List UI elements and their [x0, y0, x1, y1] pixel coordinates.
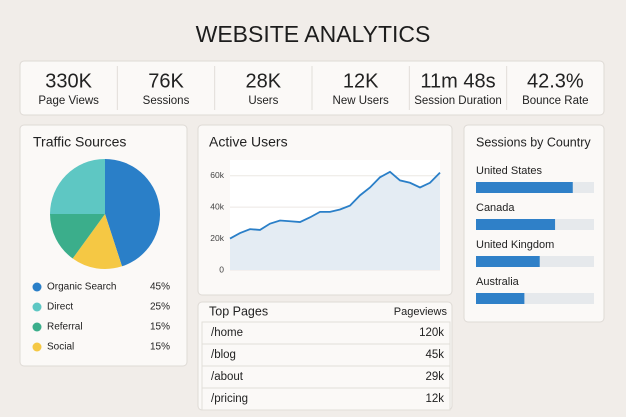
kpi-value: 12K — [343, 70, 379, 92]
kpi-value: 11m 48s — [420, 70, 495, 92]
legend-label: Direct — [47, 302, 73, 313]
legend-label: Organic Search — [47, 282, 116, 293]
card-title: Active Users — [209, 134, 288, 150]
bar — [476, 219, 556, 230]
kpi-value: 330K — [45, 70, 92, 92]
page-path: /blog — [211, 349, 236, 361]
legend-label: Referral — [47, 322, 83, 333]
card-title: Sessions by Country — [476, 135, 591, 149]
bar — [476, 293, 525, 304]
y-tick-label: 20k — [210, 233, 224, 243]
area — [230, 171, 440, 270]
legend-swatch — [32, 342, 42, 352]
bar-label: United States — [476, 165, 543, 177]
bar — [476, 182, 573, 193]
legend-swatch — [32, 302, 42, 312]
card-title: Traffic Sources — [33, 134, 126, 150]
bar — [476, 256, 540, 267]
kpi-label: New Users — [333, 95, 389, 107]
page-views: 12k — [425, 393, 444, 405]
legend-value: 15% — [150, 342, 170, 353]
page-path: /pricing — [211, 393, 248, 405]
legend-swatch — [32, 282, 42, 292]
column-header: Pageviews — [394, 306, 448, 318]
legend-swatch — [32, 322, 42, 332]
page-path: /about — [211, 371, 244, 383]
pie-slice — [50, 159, 105, 214]
y-tick-label: 40k — [210, 201, 224, 211]
pie-slice — [72, 214, 122, 269]
legend-value: 15% — [150, 322, 170, 333]
line — [229, 170, 441, 240]
y-tick-label: 0 — [219, 264, 224, 274]
legend-value: 25% — [150, 302, 170, 313]
bar-label: Australia — [476, 276, 520, 288]
kpi-label: Page Views — [38, 95, 99, 107]
kpi-label: Sessions — [143, 95, 190, 107]
pie-slice — [105, 159, 160, 267]
page-views: 29k — [425, 371, 444, 383]
page-path: /home — [211, 327, 243, 339]
y-tick-label: 60k — [210, 170, 224, 180]
pie-slice — [50, 214, 105, 259]
card-title: Top Pages — [209, 304, 268, 318]
kpi-label: Bounce Rate — [522, 95, 589, 107]
legend-value: 45% — [150, 282, 170, 293]
page-title: WEBSITE ANALYTICS — [196, 21, 431, 47]
legend-label: Social — [47, 342, 74, 353]
kpi-value: 76K — [148, 70, 184, 92]
kpi-label: Users — [248, 95, 278, 107]
page-views: 120k — [419, 327, 444, 339]
page-views: 45k — [425, 349, 444, 361]
bar-track — [476, 293, 594, 304]
kpi-label: Session Duration — [414, 95, 502, 107]
kpi-value: 42.3% — [527, 70, 584, 92]
bar-label: United Kingdom — [476, 239, 554, 251]
bar-label: Canada — [476, 202, 515, 214]
kpi-value: 28K — [246, 70, 282, 92]
